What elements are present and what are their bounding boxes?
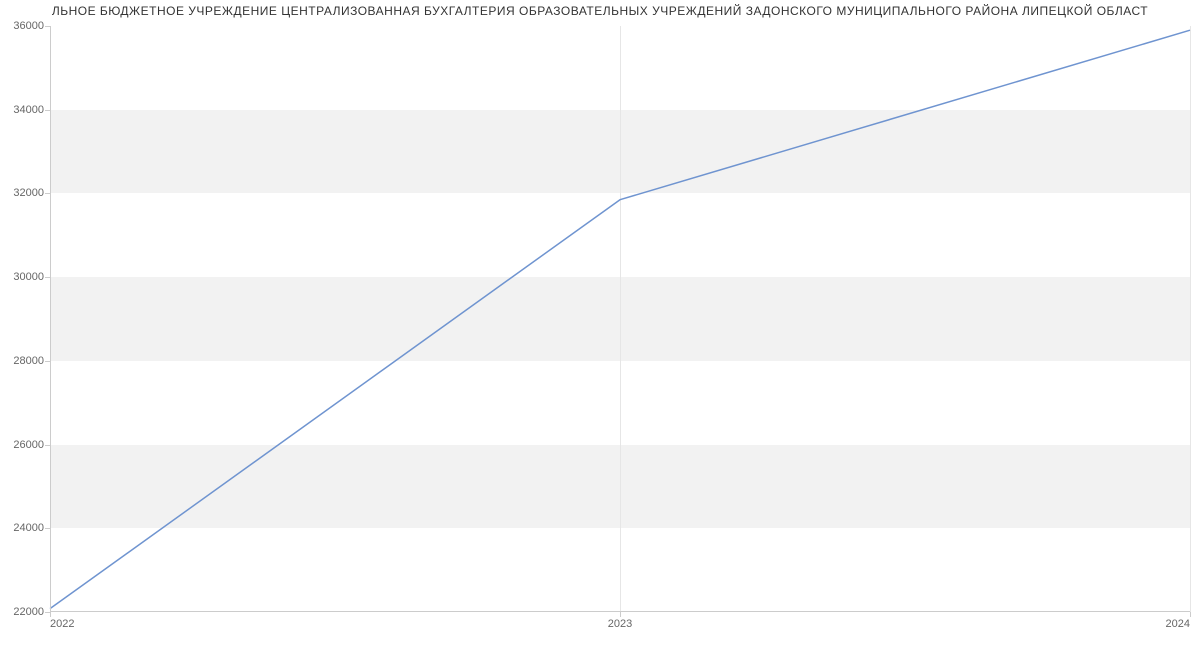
line-layer (50, 26, 1190, 612)
plot-area (50, 26, 1190, 612)
y-tick-label: 24000 (13, 522, 44, 534)
y-tick (45, 445, 50, 446)
y-tick (45, 528, 50, 529)
y-tick-label: 32000 (13, 187, 44, 199)
y-tick-label: 30000 (13, 271, 44, 283)
y-tick-label: 34000 (13, 104, 44, 116)
x-tick (620, 612, 621, 617)
x-tick (1190, 612, 1191, 617)
y-tick-label: 26000 (13, 439, 44, 451)
x-tick-label: 2024 (1166, 618, 1190, 630)
series-line (50, 30, 1190, 608)
y-tick (45, 26, 50, 27)
y-axis-line (50, 26, 51, 612)
x-tick (50, 612, 51, 617)
y-tick-label: 22000 (13, 606, 44, 618)
chart-title: ЛЬНОЕ БЮДЖЕТНОЕ УЧРЕЖДЕНИЕ ЦЕНТРАЛИЗОВАН… (0, 4, 1200, 18)
y-tick (45, 110, 50, 111)
x-tick-label: 2023 (608, 618, 632, 630)
y-tick (45, 193, 50, 194)
y-tick-label: 28000 (13, 355, 44, 367)
y-tick (45, 361, 50, 362)
x-tick-label: 2022 (50, 618, 74, 630)
y-tick (45, 277, 50, 278)
gridline-x (1190, 26, 1191, 612)
line-chart: ЛЬНОЕ БЮДЖЕТНОЕ УЧРЕЖДЕНИЕ ЦЕНТРАЛИЗОВАН… (0, 0, 1200, 650)
y-tick-label: 36000 (13, 20, 44, 32)
